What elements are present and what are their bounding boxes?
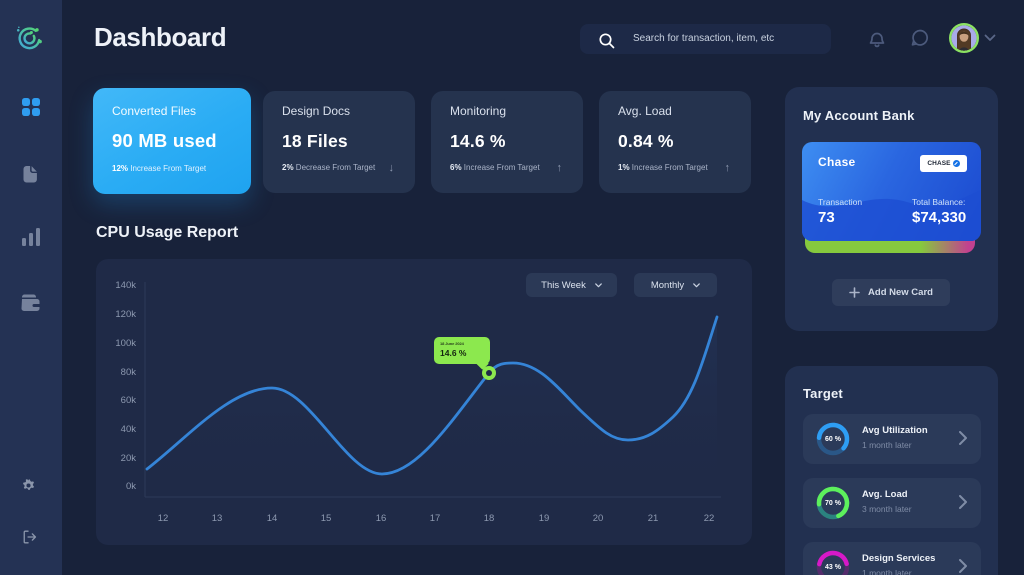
svg-text:100k: 100k: [115, 338, 136, 349]
svg-text:12: 12: [158, 513, 169, 524]
svg-text:60k: 60k: [121, 395, 137, 406]
svg-text:17: 17: [430, 513, 441, 524]
svg-text:80k: 80k: [121, 367, 137, 378]
svg-text:13: 13: [212, 513, 223, 524]
svg-text:18: 18: [484, 513, 495, 524]
svg-text:120k: 120k: [115, 309, 136, 320]
svg-text:0k: 0k: [126, 481, 136, 492]
svg-text:20: 20: [593, 513, 604, 524]
svg-text:140k: 140k: [115, 280, 136, 291]
svg-text:40k: 40k: [121, 424, 137, 435]
svg-text:19: 19: [539, 513, 550, 524]
svg-text:21: 21: [648, 513, 659, 524]
svg-text:20k: 20k: [121, 453, 137, 464]
svg-text:22: 22: [704, 513, 715, 524]
svg-text:16: 16: [376, 513, 387, 524]
svg-text:14: 14: [267, 513, 278, 524]
svg-text:15: 15: [321, 513, 332, 524]
